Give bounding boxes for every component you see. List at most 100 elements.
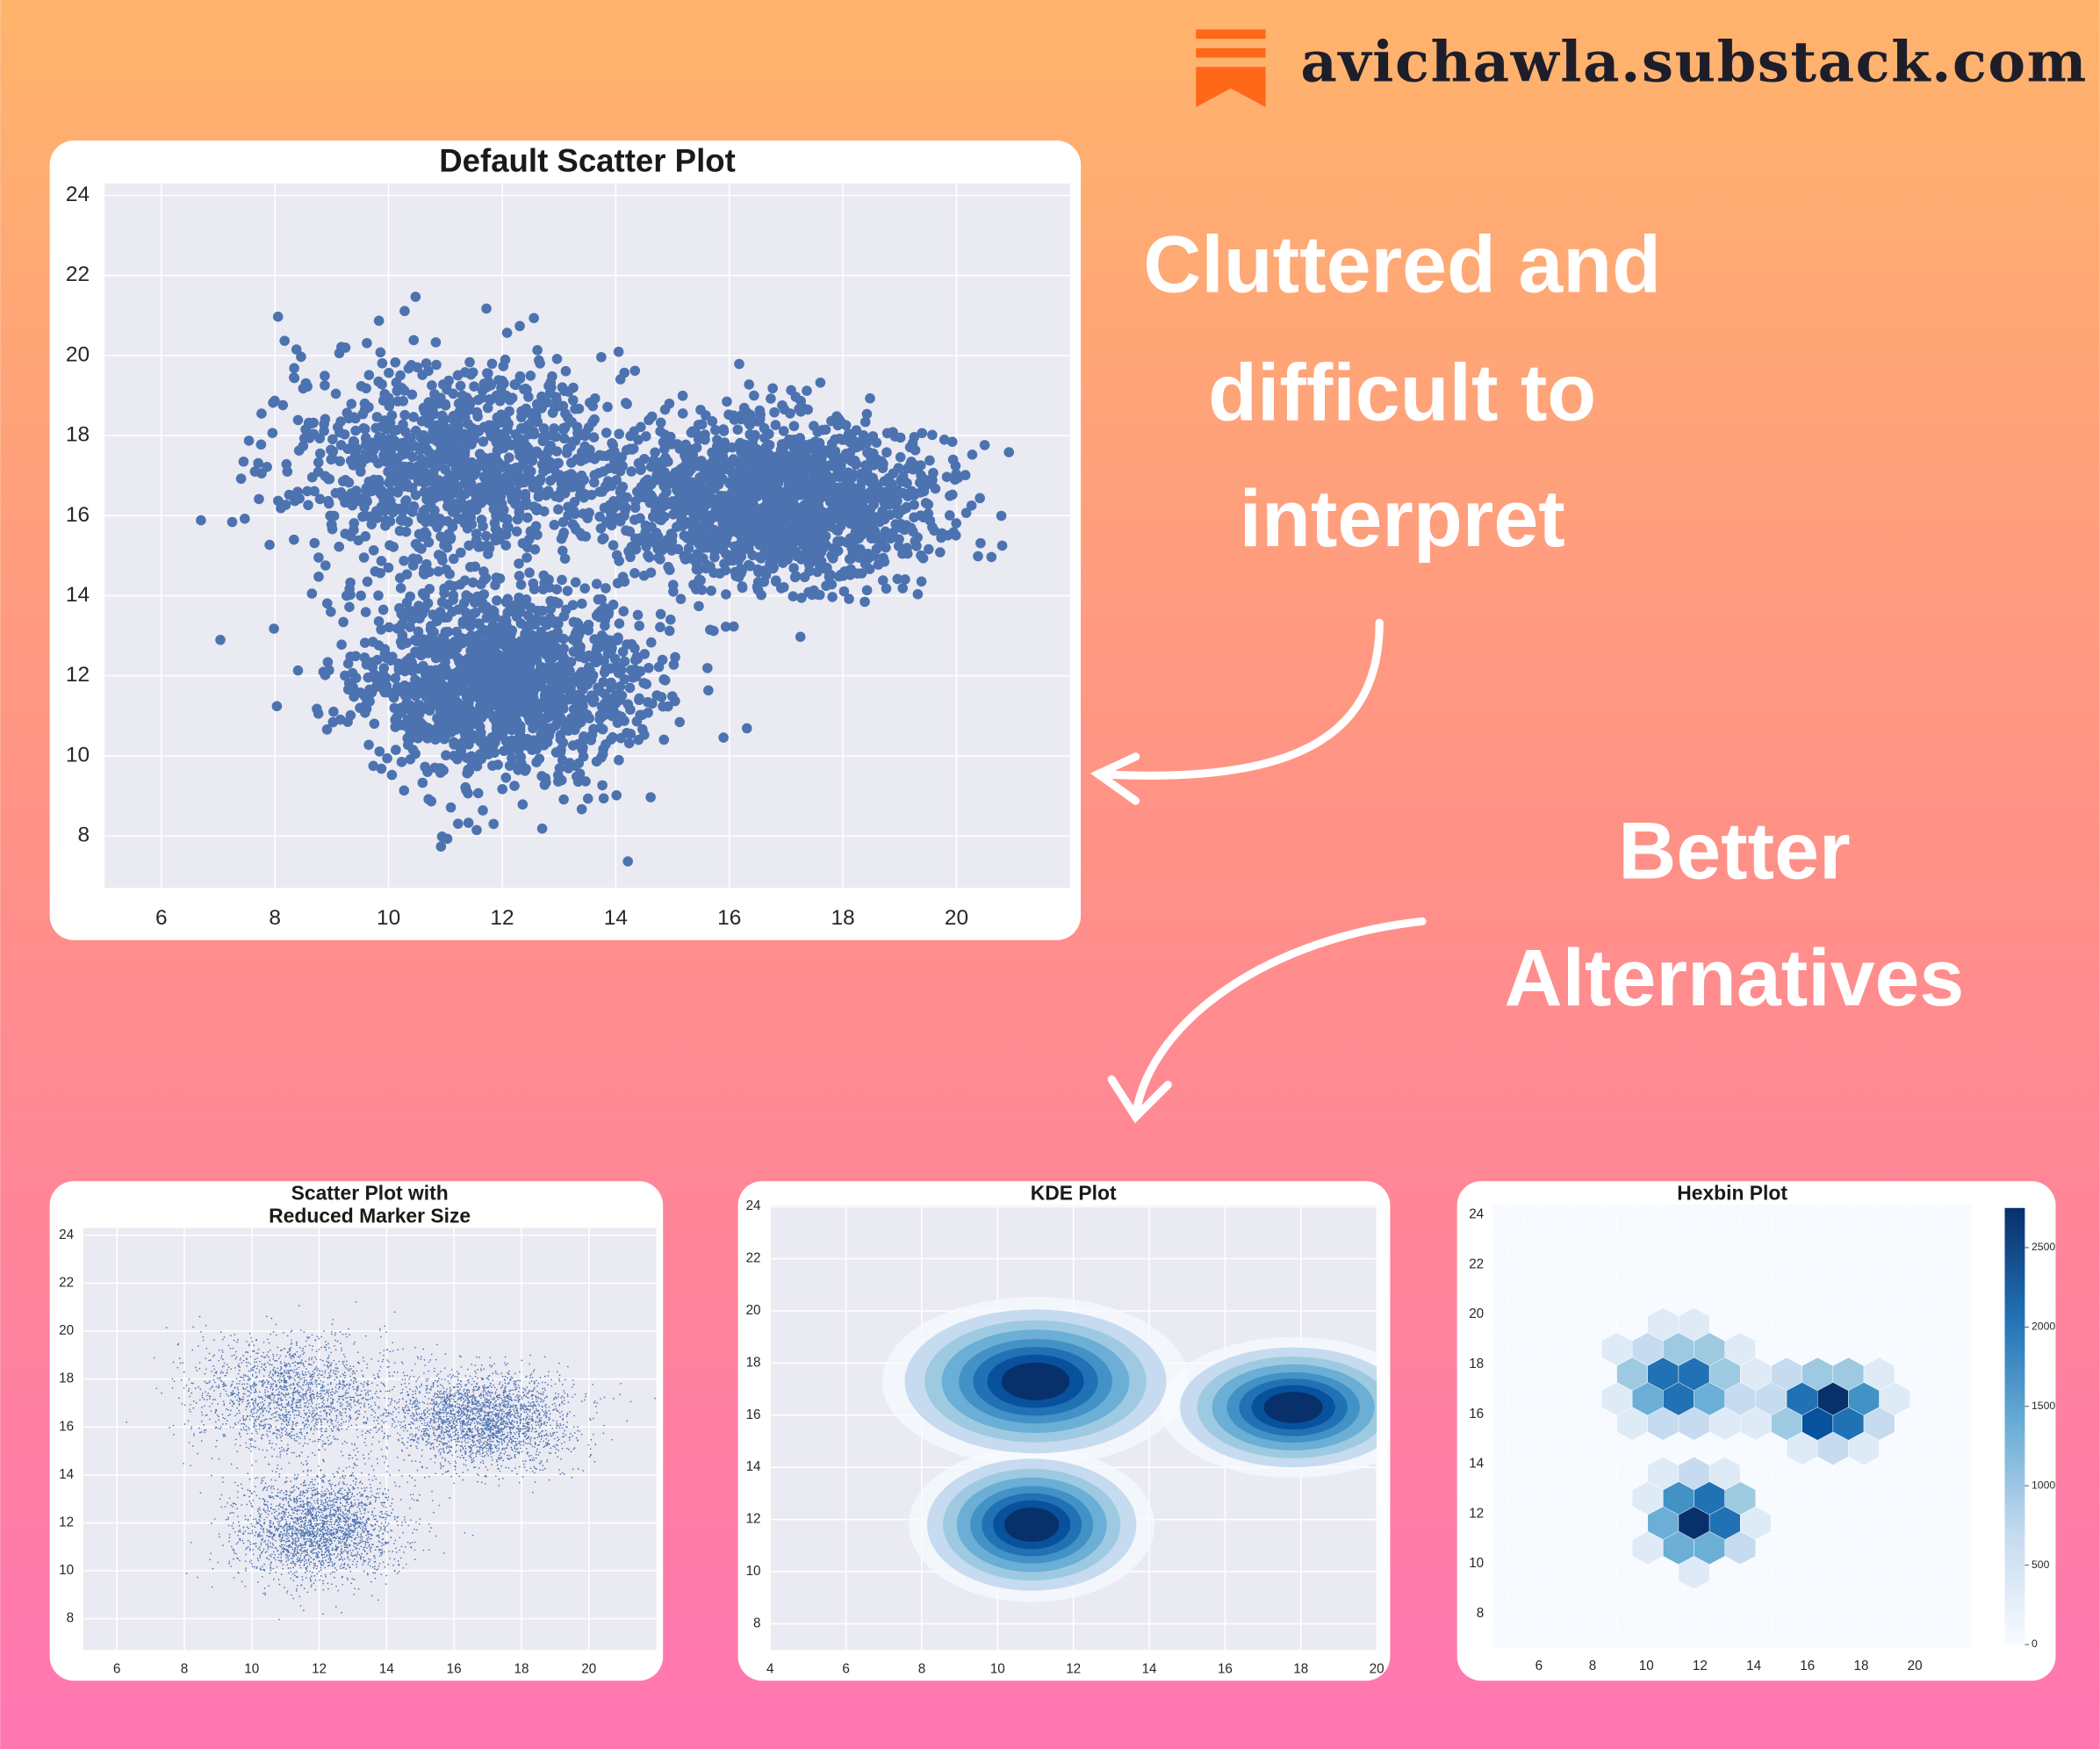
point (767, 563, 779, 574)
point (233, 1426, 234, 1429)
point (694, 574, 705, 586)
point (327, 716, 339, 728)
point (304, 1436, 306, 1437)
point (422, 648, 434, 659)
point (253, 1405, 255, 1407)
point (377, 378, 387, 390)
point (356, 1447, 358, 1450)
point (361, 699, 371, 710)
point (528, 668, 539, 680)
point (327, 1420, 329, 1422)
point (373, 590, 384, 601)
point (287, 1375, 289, 1378)
point (334, 1410, 336, 1412)
point (281, 1432, 283, 1434)
point (859, 416, 871, 428)
point (196, 515, 206, 526)
point (313, 1415, 315, 1417)
point (572, 617, 583, 629)
point (586, 690, 597, 701)
point (459, 575, 471, 586)
point (435, 767, 446, 778)
point (531, 645, 543, 657)
point (255, 1446, 257, 1449)
point (737, 488, 749, 500)
y-tick-label: 18 (66, 423, 90, 447)
point (283, 1332, 284, 1334)
point (361, 383, 371, 394)
point (573, 403, 585, 414)
point (474, 619, 485, 630)
point (227, 1369, 228, 1371)
point (528, 709, 539, 720)
point (574, 651, 585, 662)
point (615, 374, 626, 385)
logo (1196, 29, 1266, 108)
point (520, 383, 531, 394)
point (628, 443, 639, 454)
point (363, 1402, 366, 1405)
point (944, 510, 955, 521)
point (183, 1462, 184, 1465)
point (521, 552, 532, 563)
point (636, 481, 647, 493)
point (345, 589, 356, 601)
point (344, 1391, 347, 1393)
point (336, 342, 347, 353)
point (655, 417, 666, 428)
point (297, 1390, 298, 1393)
point (523, 474, 535, 486)
point (264, 1418, 267, 1421)
point (205, 1324, 207, 1327)
point (179, 1362, 182, 1364)
point (429, 399, 441, 410)
point (299, 1329, 302, 1331)
point (754, 405, 766, 416)
callout-text: difficult to (1208, 349, 1596, 438)
point (322, 657, 334, 667)
point (522, 651, 533, 662)
point (827, 592, 838, 602)
point (845, 506, 855, 516)
point (466, 457, 478, 468)
arrows (1090, 618, 1427, 1124)
point (294, 1439, 296, 1442)
point (366, 1363, 369, 1365)
point (500, 639, 511, 651)
point (556, 533, 567, 544)
point (578, 742, 588, 753)
point (278, 1416, 281, 1418)
point (378, 1429, 380, 1431)
point (485, 394, 496, 406)
point (574, 716, 586, 727)
point (577, 694, 588, 705)
point (473, 542, 484, 552)
point (846, 433, 858, 444)
point (340, 492, 351, 503)
point (802, 443, 813, 455)
point (198, 1431, 201, 1434)
x-tick-label: 20 (581, 1661, 596, 1676)
point (419, 486, 430, 498)
point (315, 1383, 318, 1386)
point (676, 512, 687, 522)
point (493, 759, 503, 770)
point (572, 776, 584, 788)
point (812, 529, 823, 540)
point (796, 593, 807, 603)
point (238, 1403, 241, 1405)
point (357, 453, 369, 464)
point (440, 666, 450, 677)
point (789, 572, 801, 583)
point (349, 1365, 351, 1367)
point (311, 1400, 313, 1403)
point (223, 1362, 226, 1364)
point (399, 785, 410, 796)
point (238, 1363, 240, 1365)
point (262, 1404, 264, 1407)
point (225, 1374, 227, 1377)
point (279, 1369, 281, 1371)
point (304, 1425, 306, 1428)
point (869, 551, 880, 561)
